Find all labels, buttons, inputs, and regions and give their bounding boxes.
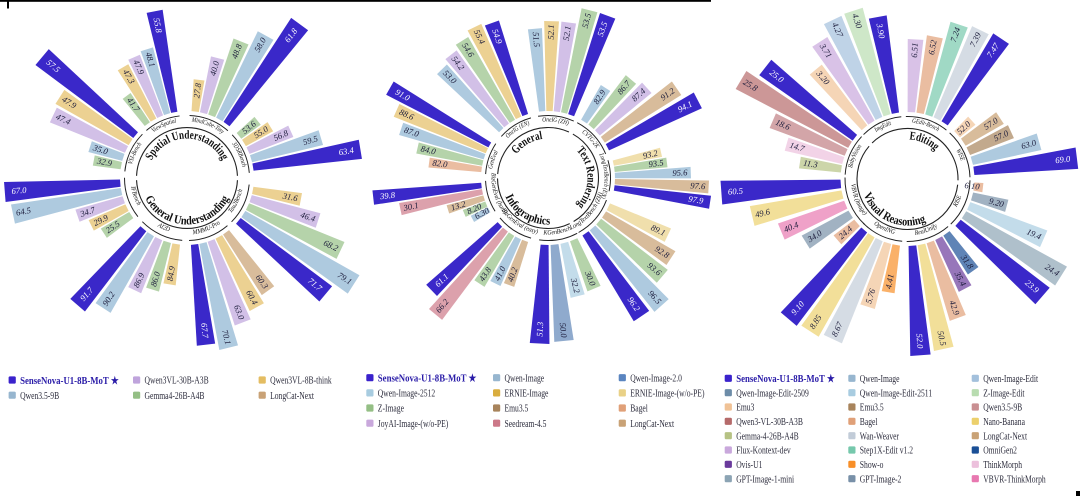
svg-text:13.2: 13.2 bbox=[449, 198, 467, 212]
svg-text:87.0: 87.0 bbox=[403, 125, 421, 139]
svg-text:Nano-Banana: Nano-Banana bbox=[983, 417, 1025, 428]
svg-text:Qwen-Image-2512: Qwen-Image-2512 bbox=[378, 389, 435, 400]
svg-text:Qwen3.5-9B: Qwen3.5-9B bbox=[983, 403, 1022, 414]
svg-text:69.0: 69.0 bbox=[1055, 153, 1072, 165]
svg-text:Seedream-4.5: Seedream-4.5 bbox=[505, 419, 547, 430]
svg-text:5.76: 5.76 bbox=[863, 287, 877, 305]
svg-text:93.5: 93.5 bbox=[648, 157, 665, 169]
svg-text:JoyAI-Image-(w/o-PE): JoyAI-Image-(w/o-PE) bbox=[378, 419, 448, 430]
svg-text:49.6: 49.6 bbox=[754, 206, 772, 219]
svg-text:46.4: 46.4 bbox=[299, 210, 317, 224]
svg-text:11.3: 11.3 bbox=[803, 158, 819, 170]
svg-text:4.30: 4.30 bbox=[850, 12, 864, 30]
svg-text:51.5: 51.5 bbox=[531, 32, 542, 49]
svg-text:Qwen-Image: Qwen-Image bbox=[505, 373, 545, 384]
svg-text:64.5: 64.5 bbox=[15, 205, 32, 218]
svg-text:Qwen-Image-Edit-2509: Qwen-Image-Edit-2509 bbox=[736, 388, 809, 399]
svg-text:6.10: 6.10 bbox=[964, 180, 981, 192]
svg-text:RISE: RISE bbox=[952, 194, 964, 208]
svg-text:Bagel: Bagel bbox=[630, 404, 648, 415]
svg-text:6.52: 6.52 bbox=[926, 38, 939, 55]
svg-text:Gemma-4-26B-A4B: Gemma-4-26B-A4B bbox=[736, 431, 799, 442]
svg-text:31.6: 31.6 bbox=[281, 190, 299, 203]
svg-text:7.24: 7.24 bbox=[948, 25, 962, 43]
svg-text:Qwen3.5-9B: Qwen3.5-9B bbox=[20, 391, 59, 402]
svg-text:3.90: 3.90 bbox=[874, 22, 887, 40]
svg-text:9.20: 9.20 bbox=[988, 196, 1006, 210]
svg-text:53.5: 53.5 bbox=[580, 11, 593, 29]
svg-text:97.9: 97.9 bbox=[688, 194, 705, 206]
svg-text:VBVR-ThinkMorph: VBVR-ThinkMorph bbox=[983, 474, 1045, 485]
svg-text:KGenBench: KGenBench bbox=[542, 225, 572, 237]
svg-text:Show-o: Show-o bbox=[860, 460, 884, 471]
svg-text:30.1: 30.1 bbox=[402, 200, 420, 213]
svg-text:67.7: 67.7 bbox=[199, 322, 211, 339]
svg-text:Qwen-Image: Qwen-Image bbox=[860, 374, 900, 385]
svg-text:OneIG (ZH): OneIG (ZH) bbox=[542, 116, 570, 127]
svg-text:Step1X-Edit v1.2: Step1X-Edit v1.2 bbox=[860, 446, 913, 457]
svg-text:63.0: 63.0 bbox=[1020, 137, 1038, 151]
svg-text:Wan-Weaver: Wan-Weaver bbox=[860, 431, 900, 442]
svg-text:63.4: 63.4 bbox=[338, 145, 355, 157]
svg-text:67.0: 67.0 bbox=[11, 185, 27, 196]
svg-text:SenseNova-U1-8B-MoT ★: SenseNova-U1-8B-MoT ★ bbox=[378, 373, 477, 385]
svg-text:27.8: 27.8 bbox=[191, 82, 203, 99]
svg-text:Gemma4-26B-A4B: Gemma4-26B-A4B bbox=[145, 391, 205, 402]
svg-text:SenseNova-U1-8B-MoT ★: SenseNova-U1-8B-MoT ★ bbox=[736, 373, 835, 385]
svg-text:Qwen-Image-Edit-2511: Qwen-Image-Edit-2511 bbox=[860, 388, 932, 399]
svg-text:LongCat-Next: LongCat-Next bbox=[270, 391, 314, 402]
svg-text:WISE: WISE bbox=[954, 148, 965, 162]
svg-text:95.6: 95.6 bbox=[672, 167, 688, 178]
svg-text:51.3: 51.3 bbox=[534, 321, 545, 337]
svg-text:Emu3.5: Emu3.5 bbox=[505, 404, 529, 415]
svg-text:6.51: 6.51 bbox=[909, 42, 920, 58]
svg-text:50.0: 50.0 bbox=[558, 322, 569, 339]
svg-text:84.9: 84.9 bbox=[165, 265, 177, 282]
svg-text:Qwen3VL-8B-think: Qwen3VL-8B-think bbox=[270, 376, 332, 387]
svg-text:52.1: 52.1 bbox=[546, 24, 556, 39]
svg-text:Emu3.5: Emu3.5 bbox=[860, 403, 884, 414]
svg-text:60.5: 60.5 bbox=[728, 186, 744, 197]
svg-text:Qwen-Image-Edit: Qwen-Image-Edit bbox=[983, 374, 1038, 385]
svg-text:LongCat-Next: LongCat-Next bbox=[630, 419, 674, 430]
svg-text:Z-Image-Edit: Z-Image-Edit bbox=[983, 388, 1025, 399]
svg-text:59.5: 59.5 bbox=[302, 133, 320, 147]
svg-text:Emu3: Emu3 bbox=[736, 403, 754, 414]
svg-text:14.7: 14.7 bbox=[789, 140, 807, 154]
svg-text:OmniGen2: OmniGen2 bbox=[983, 446, 1017, 457]
svg-text:Ovis-U1: Ovis-U1 bbox=[736, 460, 762, 471]
svg-text:93.2: 93.2 bbox=[642, 148, 660, 161]
svg-text:Z-Image: Z-Image bbox=[378, 404, 405, 415]
svg-text:ERNIE-Image: ERNIE-Image bbox=[505, 389, 549, 400]
svg-text:97.6: 97.6 bbox=[690, 180, 706, 191]
svg-text:82.0: 82.0 bbox=[432, 158, 449, 170]
svg-text:Qwen3-VL-30B-A3B: Qwen3-VL-30B-A3B bbox=[736, 417, 803, 428]
svg-text:32.2: 32.2 bbox=[569, 276, 583, 295]
svg-text:SenseNova-U1-8B-MoT ★: SenseNova-U1-8B-MoT ★ bbox=[20, 375, 119, 387]
svg-text:GPT-Image-2: GPT-Image-2 bbox=[860, 474, 902, 485]
svg-text:48.1: 48.1 bbox=[144, 51, 158, 68]
svg-text:32.9: 32.9 bbox=[95, 155, 113, 168]
svg-text:39.8: 39.8 bbox=[378, 190, 396, 202]
svg-text:Bagel: Bagel bbox=[860, 417, 878, 428]
svg-text:70.1: 70.1 bbox=[220, 329, 233, 346]
svg-text:52.0: 52.0 bbox=[914, 333, 925, 349]
svg-text:40.0: 40.0 bbox=[208, 59, 222, 77]
svg-text:50.5: 50.5 bbox=[936, 330, 949, 347]
svg-text:86.0: 86.0 bbox=[148, 270, 162, 288]
svg-text:52.1: 52.1 bbox=[561, 25, 573, 41]
svg-text:LongCat-Next: LongCat-Next bbox=[983, 431, 1027, 442]
svg-text:4.41: 4.41 bbox=[883, 273, 895, 290]
svg-text:ThinkMorph: ThinkMorph bbox=[983, 460, 1022, 471]
svg-text:Qwen-Image-2.0: Qwen-Image-2.0 bbox=[630, 373, 682, 384]
svg-text:84.0: 84.0 bbox=[420, 143, 438, 156]
svg-text:GPT-Image-1-mini: GPT-Image-1-mini bbox=[736, 474, 794, 485]
svg-text:55.8: 55.8 bbox=[152, 17, 165, 34]
svg-text:Flux-Kontext-dev: Flux-Kontext-dev bbox=[736, 446, 790, 457]
svg-text:35.0: 35.0 bbox=[91, 142, 110, 157]
svg-text:ERNIE-Image-(w/o-PE): ERNIE-Image-(w/o-PE) bbox=[630, 389, 704, 400]
svg-text:Qwen3VL-30B-A3B: Qwen3VL-30B-A3B bbox=[145, 376, 209, 387]
